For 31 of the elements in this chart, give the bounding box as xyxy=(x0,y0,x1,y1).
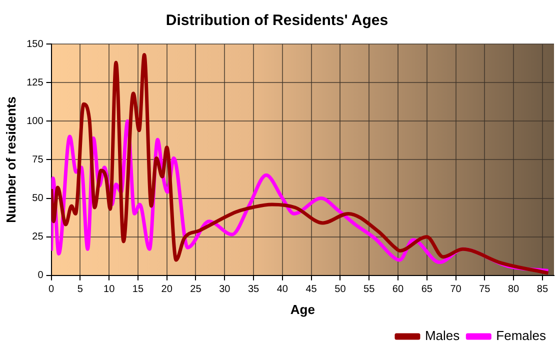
x-tick-label: 5 xyxy=(77,284,84,296)
x-tick-label: 70 xyxy=(450,284,462,296)
x-tick-label: 40 xyxy=(276,284,288,296)
x-tick-label: 25 xyxy=(190,284,202,296)
y-tick-label: 125 xyxy=(26,77,44,88)
x-tick-label: 65 xyxy=(421,284,433,296)
y-tick-label: 75 xyxy=(32,154,44,166)
y-tick-label: 25 xyxy=(32,232,44,243)
x-tick-label: 45 xyxy=(306,284,318,296)
x-tick-label: 75 xyxy=(479,284,491,296)
y-tick-label: 100 xyxy=(26,116,44,127)
chart-title: Distribution of Residents' Ages xyxy=(166,12,388,30)
x-tick-label: 30 xyxy=(219,284,231,296)
y-tick-label: 0 xyxy=(38,270,44,282)
y-tick-label: 50 xyxy=(32,193,44,204)
x-tick-label: 85 xyxy=(536,284,548,296)
x-tick-label: 55 xyxy=(364,284,376,296)
x-tick-label: 35 xyxy=(248,284,260,296)
x-tick-label: 60 xyxy=(392,284,404,296)
x-tick-label: 50 xyxy=(334,284,346,296)
x-axis-title: Age xyxy=(290,302,315,317)
x-tick-label: 20 xyxy=(161,284,173,296)
y-axis-title: Number of residents xyxy=(3,96,18,223)
x-tick-label: 0 xyxy=(48,284,55,296)
x-tick-label: 15 xyxy=(132,284,144,296)
x-tick-label: 80 xyxy=(508,284,520,296)
legend-label: Males xyxy=(424,328,460,344)
x-tick-label: 10 xyxy=(104,284,116,296)
legend-label: Females xyxy=(496,328,546,344)
y-tick-label: 150 xyxy=(26,38,44,50)
line-series xyxy=(51,53,550,275)
